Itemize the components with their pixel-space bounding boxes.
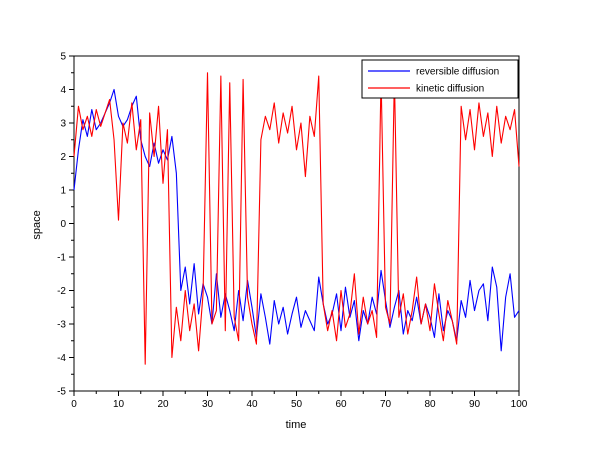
- x-tick-label: 70: [380, 399, 392, 410]
- x-axis-label: time: [286, 419, 307, 431]
- x-tick-label: 0: [71, 399, 77, 410]
- y-tick-label: 2: [60, 152, 66, 163]
- series-layer: [73, 72, 520, 365]
- x-tick-label: 50: [291, 399, 303, 410]
- y-tick-label: 1: [60, 186, 66, 197]
- plot-frame: [73, 55, 520, 392]
- y-tick-label: 5: [60, 52, 66, 63]
- y-axis-label: space: [31, 210, 43, 239]
- x-tick-label: 20: [157, 399, 169, 410]
- plot-area: [73, 55, 520, 392]
- legend: reversible diffusion kinetic diffusion: [361, 59, 519, 99]
- legend-label: kinetic diffusion: [416, 84, 484, 95]
- legend-box: [361, 59, 519, 99]
- y-tick-label: 4: [60, 85, 66, 96]
- x-axis: 0 10 20 30 40 50 60 70 80 90 100: [71, 391, 528, 410]
- y-tick-label: -1: [57, 253, 66, 264]
- x-tick-label: 80: [424, 399, 436, 410]
- x-tick-label: 100: [511, 399, 528, 410]
- x-tick-label: 10: [113, 399, 125, 410]
- x-tick-label: 60: [335, 399, 347, 410]
- y-tick-label: 3: [60, 119, 66, 130]
- y-axis: -5 -4 -3 -2 -1 0 1 2 3 4 5: [57, 52, 74, 398]
- x-tick-label: 90: [469, 399, 481, 410]
- y-tick-label: -2: [57, 286, 66, 297]
- y-tick-label: -5: [57, 387, 66, 398]
- legend-label: reversible diffusion: [416, 67, 499, 78]
- series-line-kinetic-diffusion: [73, 72, 520, 365]
- x-tick-label: 30: [202, 399, 214, 410]
- x-tick-label: 40: [246, 399, 258, 410]
- y-tick-label: -4: [57, 353, 66, 364]
- y-tick-label: 0: [60, 219, 66, 230]
- y-tick-label: -3: [57, 320, 66, 331]
